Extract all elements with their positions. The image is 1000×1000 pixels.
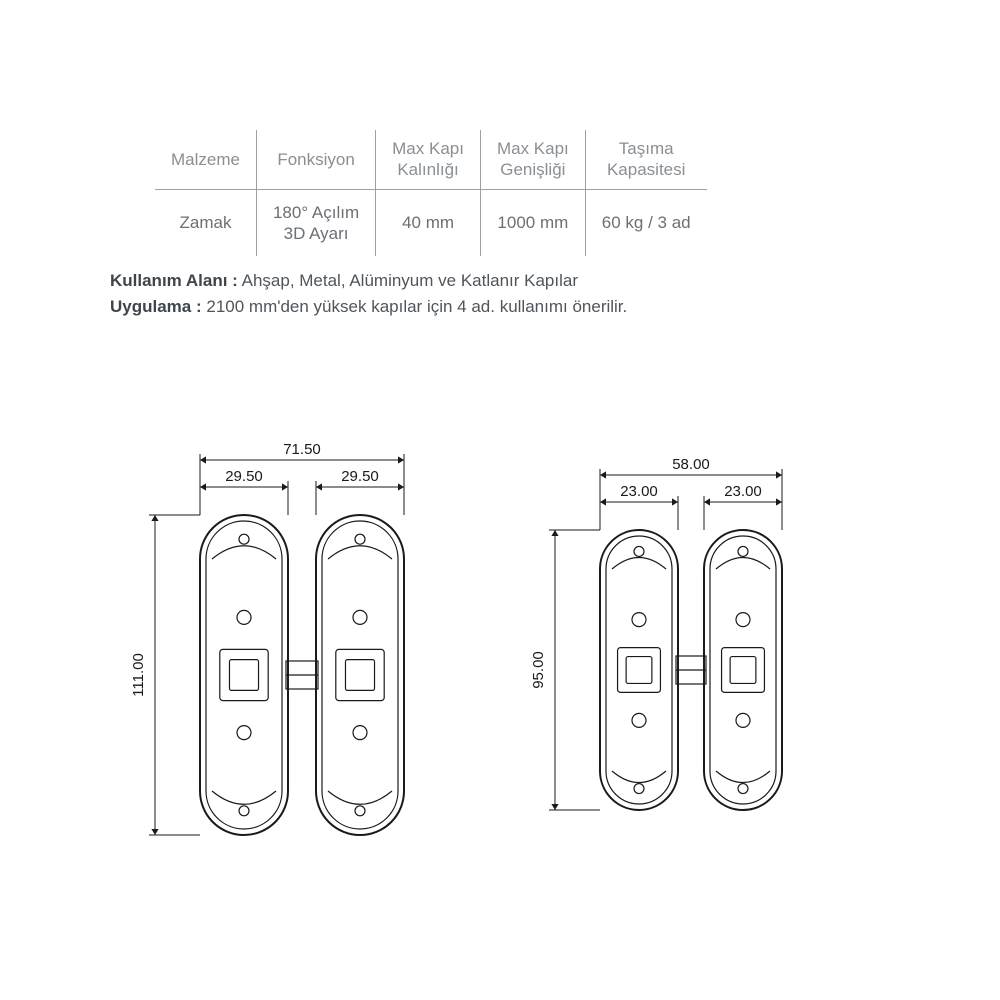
col-fonksiyon: Fonksiyon (256, 130, 375, 189)
hinge-drawing-left: 71.50 29.50 29.50 111.00 (120, 430, 460, 870)
svg-text:29.50: 29.50 (341, 468, 379, 485)
header-text: Malzeme (171, 150, 240, 169)
header-text: Genişliği (497, 159, 569, 180)
col-max-kapi-kalinligi: Max Kapı Kalınlığı (376, 130, 481, 189)
col-tasima-kapasitesi: Taşıma Kapasitesi (585, 130, 706, 189)
svg-text:23.00: 23.00 (620, 483, 658, 500)
svg-text:95.00: 95.00 (530, 651, 547, 689)
notes-block: Kullanım Alanı : Ahşap, Metal, Alüminyum… (110, 268, 627, 319)
svg-text:71.50: 71.50 (283, 441, 321, 458)
table-header-row: Malzeme Fonksiyon Max Kapı Kalınlığı Max… (155, 130, 707, 189)
note-label: Uygulama : (110, 297, 202, 316)
cell-function: 180° Açılım 3D Ayarı (256, 189, 375, 256)
header-text: Taşıma (602, 138, 691, 159)
cell-capacity: 60 kg / 3 ad (585, 189, 706, 256)
header-text: Max Kapı (497, 138, 569, 159)
header-text: Max Kapı (392, 138, 464, 159)
cell-text: 3D Ayarı (273, 223, 359, 244)
header-text: Fonksiyon (277, 150, 354, 169)
technical-drawings: 71.50 29.50 29.50 111.00 58.00 23.00 23.00 95.… (0, 430, 1000, 890)
col-malzeme: Malzeme (155, 130, 256, 189)
svg-text:58.00: 58.00 (672, 456, 710, 473)
note-text: Ahşap, Metal, Alüminyum ve Katlanır Kapı… (238, 271, 578, 290)
svg-text:29.50: 29.50 (225, 468, 263, 485)
hinge-drawing-right: 58.00 23.00 23.00 95.00 (520, 445, 840, 865)
cell-thickness: 40 mm (376, 189, 481, 256)
header-text: Kapasitesi (602, 159, 691, 180)
table-row: Zamak 180° Açılım 3D Ayarı 40 mm 1000 mm… (155, 189, 707, 256)
cell-material: Zamak (155, 189, 256, 256)
svg-text:111.00: 111.00 (130, 653, 147, 697)
spec-table: Malzeme Fonksiyon Max Kapı Kalınlığı Max… (155, 130, 707, 256)
page: Malzeme Fonksiyon Max Kapı Kalınlığı Max… (0, 0, 1000, 1000)
header-text: Kalınlığı (392, 159, 464, 180)
svg-text:23.00: 23.00 (724, 483, 762, 500)
note-application: Uygulama : 2100 mm'den yüksek kapılar iç… (110, 294, 627, 320)
note-label: Kullanım Alanı : (110, 271, 238, 290)
col-max-kapi-genisligi: Max Kapı Genişliği (480, 130, 585, 189)
cell-width: 1000 mm (480, 189, 585, 256)
note-usage-area: Kullanım Alanı : Ahşap, Metal, Alüminyum… (110, 268, 627, 294)
note-text: 2100 mm'den yüksek kapılar için 4 ad. ku… (202, 297, 628, 316)
cell-text: 180° Açılım (273, 202, 359, 223)
